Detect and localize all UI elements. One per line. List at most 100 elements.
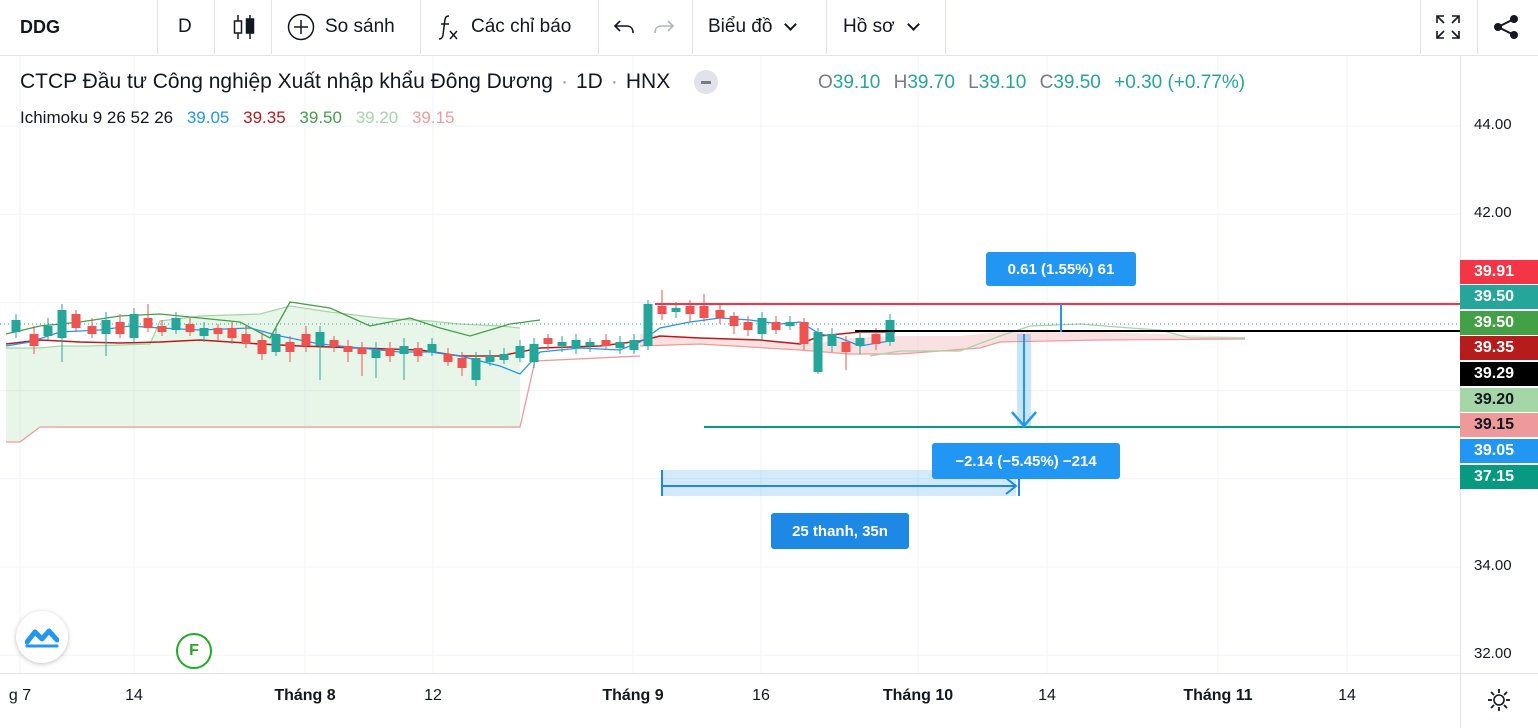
- candle-body: [11, 320, 21, 332]
- candle-body: [515, 346, 525, 358]
- candle-body: [129, 314, 139, 338]
- candle-body: [743, 322, 753, 330]
- legend-separator: ·: [610, 70, 618, 93]
- low-key: L: [968, 72, 979, 93]
- time-tick: Tháng 11: [1183, 687, 1253, 704]
- chart-type-menu[interactable]: Biểu đồ: [708, 0, 798, 54]
- compare-button[interactable]: So sánh: [287, 0, 395, 54]
- symbol-search-button[interactable]: DDG: [20, 16, 60, 37]
- toolbar-divider: [420, 0, 421, 54]
- down-candle: [413, 342, 423, 362]
- close-key: C: [1039, 72, 1054, 93]
- candle-body: [557, 342, 567, 346]
- up-candle: [485, 350, 495, 366]
- candle-body: [57, 310, 67, 338]
- price-chart[interactable]: [0, 56, 1460, 673]
- toolbar-divider: [157, 0, 158, 54]
- ichimoku-legend[interactable]: Ichimoku 9 26 52 26 39.05 39.35 39.50 39…: [20, 108, 464, 128]
- candle-body: [385, 348, 395, 356]
- up-candle: [427, 338, 437, 356]
- up-candle: [471, 352, 481, 386]
- undo-button[interactable]: [612, 0, 636, 54]
- up-candle: [271, 328, 281, 356]
- chart-pane[interactable]: CTCP Đầu tư Công nghiệp Xuất nhập khẩu Đ…: [0, 56, 1538, 728]
- low-value: 39.10: [978, 72, 1027, 93]
- down-candle: [799, 318, 809, 350]
- measure-range-label: 25 thanh, 35n: [771, 513, 909, 549]
- up-candle: [629, 334, 639, 354]
- candle-body: [771, 322, 781, 330]
- axis-settings-corner[interactable]: [1460, 673, 1538, 728]
- profile-menu[interactable]: Hồ sơ: [843, 0, 920, 54]
- up-candle: [129, 308, 139, 342]
- candle-body: [357, 348, 367, 354]
- share-button[interactable]: [1492, 0, 1520, 54]
- candle-body: [543, 338, 553, 344]
- tradingview-logo-icon[interactable]: [16, 611, 68, 663]
- down-candle: [29, 326, 39, 354]
- candle-body: [601, 340, 611, 346]
- up-candle: [585, 338, 595, 352]
- candle-body: [529, 344, 539, 362]
- function-icon: [438, 15, 458, 40]
- indicators-button[interactable]: Các chỉ báo: [437, 0, 571, 54]
- ichimoku-value: 39.15: [411, 108, 455, 127]
- candle-body: [271, 334, 281, 352]
- down-candle: [115, 314, 125, 338]
- time-axis[interactable]: [0, 673, 1460, 728]
- price-label-last: 39.50: [1460, 285, 1538, 309]
- candle-body: [813, 332, 823, 372]
- down-candle: [385, 342, 395, 362]
- candle-body: [285, 342, 295, 352]
- price-label-lead2: 39.20: [1460, 388, 1538, 412]
- change-value: +0.30 (+0.77%): [1114, 72, 1246, 93]
- up-candle: [827, 328, 837, 352]
- up-candle: [11, 314, 21, 338]
- candle-body: [827, 334, 837, 346]
- candles-icon[interactable]: [232, 0, 256, 54]
- senkou-a-line: [6, 305, 521, 349]
- senkou-b-line: [6, 355, 641, 443]
- candle-body: [799, 322, 809, 344]
- candle-body: [171, 318, 181, 330]
- financials-event-badge[interactable]: F: [176, 633, 212, 669]
- down-candle: [841, 336, 851, 370]
- up-candle: [199, 322, 209, 342]
- down-candle: [357, 342, 367, 376]
- legend-separator: ·: [561, 70, 568, 93]
- high-key: H: [893, 72, 908, 93]
- up-candle: [171, 312, 181, 334]
- candle-body: [241, 334, 251, 344]
- close-value: 39.50: [1053, 72, 1101, 93]
- down-candle: [443, 348, 453, 366]
- toolbar-divider: [1420, 0, 1421, 54]
- candle-body: [485, 356, 495, 362]
- interval-button[interactable]: D: [178, 16, 192, 37]
- measure-arrow-down: [1011, 411, 1037, 428]
- up-candle: [371, 342, 381, 378]
- settings-icon[interactable]: [1485, 686, 1513, 714]
- down-candle: [699, 294, 709, 322]
- symbol-description: CTCP Đầu tư Công nghiệp Xuất nhập khẩu Đ…: [20, 70, 553, 93]
- down-candle: [241, 326, 251, 348]
- candle-body: [185, 324, 195, 332]
- compare-label: So sánh: [325, 16, 395, 37]
- candle-body: [671, 308, 681, 312]
- tenkan-sen-line: [5, 317, 896, 375]
- legend-collapse-button[interactable]: [694, 70, 719, 94]
- candle-body: [87, 326, 97, 334]
- candle-body: [685, 306, 695, 314]
- redo-button[interactable]: [652, 0, 676, 54]
- down-candle: [87, 318, 97, 338]
- undo-icon: [613, 20, 634, 34]
- redo-icon: [654, 20, 675, 34]
- fullscreen-button[interactable]: [1434, 0, 1462, 54]
- high-value: 39.70: [907, 72, 955, 93]
- chart-type-label: Biểu đồ: [708, 16, 773, 37]
- down-candle: [457, 352, 467, 376]
- candle-body: [413, 348, 423, 356]
- candle-body: [715, 310, 725, 318]
- candle-body: [499, 354, 509, 360]
- measure-lower-label: −2.14 (−5.45%) −214: [932, 443, 1120, 479]
- candle-body: [213, 328, 223, 334]
